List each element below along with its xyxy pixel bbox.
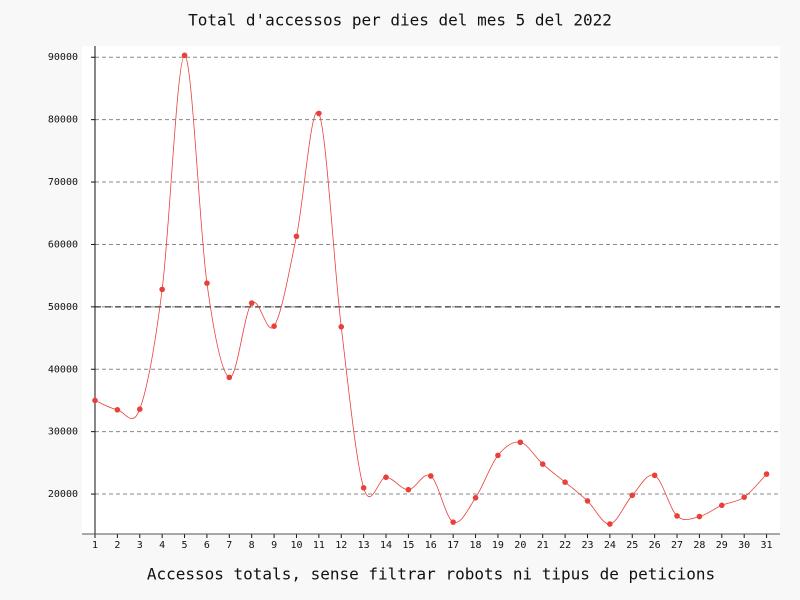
x-tick-label: 11: [313, 540, 325, 551]
x-tick-label: 19: [492, 540, 504, 551]
x-tick-label: 26: [649, 540, 661, 551]
x-tick-label: 1: [92, 540, 98, 551]
y-tick-label: 40000: [48, 364, 78, 375]
x-tick-label: 20: [514, 540, 526, 551]
x-tick-label: 8: [249, 540, 255, 551]
point: [472, 495, 479, 501]
x-tick-label: 14: [380, 540, 392, 551]
x-tick-label: 15: [402, 540, 414, 551]
point: [383, 474, 389, 481]
x-tick-label: 16: [425, 540, 437, 551]
chart-title: Total d'accessos per dies del mes 5 del …: [188, 11, 612, 30]
point: [607, 521, 613, 527]
y-tick-label: 60000: [48, 239, 78, 250]
x-tick-label: 7: [226, 540, 232, 551]
x-tick-label: 30: [738, 540, 750, 551]
point: [629, 492, 636, 499]
line: [94, 54, 767, 525]
y-tick-label: 50000: [48, 302, 78, 313]
x-tick-label: 6: [204, 540, 210, 551]
x-tick-label: 18: [470, 540, 482, 551]
y-tick-label: 20000: [48, 489, 78, 500]
x-tick-label: 9: [271, 540, 277, 551]
point: [674, 513, 680, 519]
point: [450, 519, 456, 525]
point: [696, 513, 703, 520]
point: [271, 323, 277, 329]
point: [338, 324, 345, 330]
x-tick-label: 31: [761, 540, 773, 551]
plot-area: [82, 46, 780, 534]
point: [718, 502, 725, 509]
point: [741, 494, 747, 500]
x-tick-label: 21: [537, 540, 549, 551]
point: [360, 485, 367, 491]
point: [517, 439, 524, 446]
x-tick-label: 4: [159, 540, 165, 551]
x-axis-label: Accessos totals, sense filtrar robots ni…: [147, 565, 715, 584]
x-tick-label: 24: [604, 540, 616, 551]
point: [293, 233, 300, 240]
point: [584, 498, 591, 504]
point: [539, 461, 546, 467]
x-tick-label: 28: [693, 540, 705, 551]
point: [427, 473, 434, 479]
x-tick-label: 23: [581, 540, 593, 551]
x-tick-label: 12: [335, 540, 347, 551]
x-tick-label: 10: [290, 540, 302, 551]
point: [562, 479, 568, 486]
x-tick-label: 2: [114, 540, 120, 551]
point: [763, 471, 770, 477]
x-tick-label: 22: [559, 540, 571, 551]
point: [651, 472, 658, 479]
y-tick-label: 30000: [48, 427, 78, 438]
point: [159, 286, 165, 293]
point: [316, 110, 322, 117]
x-tick-label: 3: [137, 540, 143, 551]
x-tick-label: 13: [358, 540, 370, 551]
x-tick-label: 5: [182, 540, 188, 551]
x-tick-label: 17: [447, 540, 459, 551]
y-tick-label: 70000: [48, 177, 78, 188]
y-tick-label: 80000: [48, 115, 78, 126]
point: [495, 452, 501, 459]
point: [405, 486, 412, 493]
point: [226, 374, 233, 381]
point: [248, 300, 255, 306]
x-tick-label: 25: [626, 540, 638, 551]
point: [92, 397, 98, 404]
x-tick-label: 27: [671, 540, 683, 551]
x-tick-label: 29: [716, 540, 728, 551]
point: [204, 280, 210, 286]
point: [136, 406, 143, 412]
point: [181, 52, 188, 59]
point: [114, 407, 121, 413]
y-tick-label: 90000: [48, 52, 78, 63]
